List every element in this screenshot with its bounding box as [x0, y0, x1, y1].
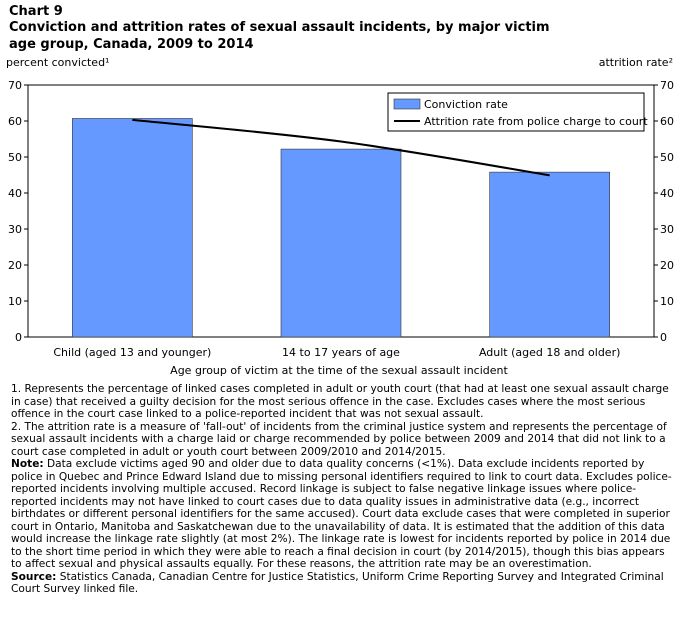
y-axis-label-right: attrition rate²	[599, 56, 673, 69]
chart-number: Chart 9	[9, 4, 63, 19]
footnote-1: 1. Represents the percentage of linked c…	[11, 383, 669, 420]
y-tick-label-left: 30	[8, 223, 22, 236]
y-tick-label-right: 60	[660, 115, 674, 128]
bar	[489, 171, 610, 338]
y-tick-label-right: 40	[660, 187, 674, 200]
y-tick-label-left: 10	[8, 295, 22, 308]
series-line-attrition	[132, 118, 550, 177]
note-text: Data exclude victims aged 90 and older d…	[11, 458, 672, 570]
y-tick-label-left: 50	[8, 151, 22, 164]
plot-area: 0 0 10 10 20 20 30 30 40 40 50 50 60 60 70 70 Child (age…	[8, 79, 674, 359]
note-label: Note:	[11, 458, 44, 470]
legend-label-bar: Conviction rate	[424, 98, 508, 111]
source-text: Statistics Canada, Canadian Centre for J…	[11, 570, 664, 596]
x-tick-label: 14 to 17 years of age	[282, 346, 400, 359]
y-tick-label-right: 0	[660, 331, 667, 344]
chart-title: Conviction and attrition rates of sexual…	[9, 20, 550, 52]
y-tick-label-left: 60	[8, 115, 22, 128]
chart: percent convicted¹ attrition rate² 0 0 10 1…	[6, 56, 674, 377]
y-axis-label-left: percent convicted¹	[6, 56, 109, 69]
y-tick-label-right: 70	[660, 79, 674, 92]
x-tick-label: Child (aged 13 and younger)	[53, 346, 211, 359]
footnotes: 1. Represents the percentage of linked c…	[11, 383, 673, 596]
bar	[72, 118, 193, 338]
footnote-2: 2. The attrition rate is a measure of 'f…	[11, 420, 667, 458]
bar	[280, 148, 402, 338]
legend-label-line: Attrition rate from police charge to cou…	[424, 115, 648, 128]
source: Source: Statistics Canada, Canadian Cent…	[11, 571, 673, 596]
y-tick-label-right: 30	[660, 223, 674, 236]
legend-box	[387, 92, 645, 132]
source-label: Source:	[11, 570, 57, 583]
x-axis-label: Age group of victim at the time of the s…	[170, 364, 508, 377]
x-tick-label: Adult (aged 18 and older)	[479, 346, 620, 359]
legend-swatch-bar	[393, 98, 421, 110]
y-tick-label-left: 0	[15, 331, 22, 344]
note: Note: Data exclude victims aged 90 and o…	[11, 458, 673, 571]
y-tick-label-left: 20	[8, 259, 22, 272]
y-tick-label-right: 10	[660, 295, 674, 308]
y-tick-label-left: 70	[8, 79, 22, 92]
y-tick-label-left: 40	[8, 187, 22, 200]
y-tick-label-right: 50	[660, 151, 674, 164]
y-tick-label-right: 20	[660, 259, 674, 272]
